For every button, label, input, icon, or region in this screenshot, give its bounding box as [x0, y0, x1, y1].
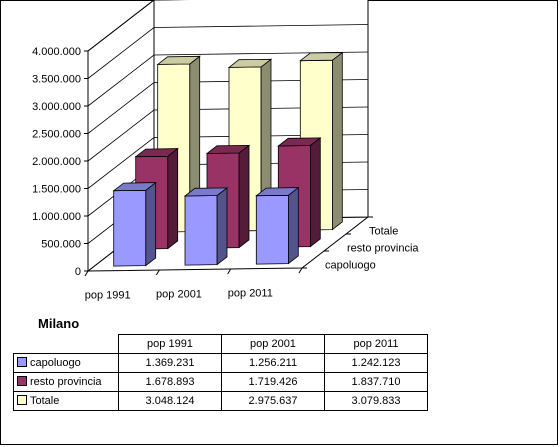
table-cell: 2.975.637	[221, 391, 325, 411]
bar-top	[112, 182, 157, 192]
legend-key	[17, 376, 27, 386]
y-tick-label: 2.000.000	[32, 156, 81, 168]
x-tick-label: pop 2011	[228, 288, 273, 300]
table-row: capoluogo 1.369.231 1.256.211 1.242.123	[13, 353, 428, 373]
x-tick	[227, 268, 232, 275]
bar-capoluogo-1	[183, 187, 229, 266]
x-tick	[84, 270, 89, 277]
table-cell: 3.048.124	[118, 391, 222, 411]
legend-key	[17, 357, 27, 367]
bar-top	[156, 55, 201, 65]
table-corner	[14, 335, 119, 354]
bar-top	[255, 187, 300, 197]
x-tick-label: pop 2001	[156, 289, 202, 301]
table-cell: 1.678.893	[118, 372, 222, 392]
table-row: Totale 3.048.124 2.975.637 3.079.833	[13, 391, 428, 411]
bar-top	[134, 148, 179, 158]
table-cell: 1.256.211	[221, 353, 325, 373]
x-tick-label: pop 1991	[85, 290, 131, 302]
legend-cell: resto provincia	[13, 372, 119, 392]
bar-side	[167, 147, 179, 250]
bar-side	[287, 186, 299, 265]
bar-side	[309, 137, 321, 248]
bar-top	[183, 187, 229, 197]
column-header: pop 1991	[118, 334, 222, 354]
bar-side	[238, 144, 250, 249]
column-header: pop 2011	[324, 334, 428, 354]
y-tick-label: 1.000.000	[32, 211, 81, 223]
x-tick	[155, 269, 160, 276]
gridline	[87, 0, 183, 52]
table-header-row: pop 1991 pop 2001 pop 2011	[14, 334, 428, 354]
depth-axis: capoluogo resto provincia Totale	[302, 216, 419, 272]
bar-side	[331, 51, 343, 231]
bar-front	[113, 189, 147, 267]
column-header: pop 2001	[221, 334, 325, 354]
depth-tick-label: resto provincia	[347, 243, 419, 255]
table-cell: 1.242.123	[324, 353, 428, 373]
table-cell: 1.369.231	[118, 353, 222, 373]
chart-title: Milano	[38, 316, 80, 331]
y-tick-label: 0	[75, 266, 81, 278]
gridline	[87, 134, 369, 189]
gridline	[87, 24, 369, 79]
chart-plot: 0 500.000 1.000.000 1.500.000 2.000.000 2.500…	[32, 0, 419, 302]
table-row: resto provincia 1.678.893 1.719.426 1.837.7…	[13, 372, 428, 392]
bar-front	[255, 194, 289, 265]
y-tick-label: 4.000.000	[32, 46, 81, 58]
bar-capoluogo-0	[112, 181, 157, 267]
gridline	[87, 106, 369, 162]
table-cell: 3.079.833	[324, 391, 428, 411]
bar-top	[277, 137, 322, 147]
bar-top	[227, 58, 273, 68]
table-cell: 1.837.710	[324, 372, 428, 392]
y-tick-label: 2.500.000	[32, 129, 81, 141]
bar-capoluogo-2	[255, 186, 300, 265]
depth-tick-label: Totale	[369, 226, 398, 238]
bar-top	[299, 52, 344, 62]
bar-top	[205, 144, 251, 154]
row-label: Totale	[30, 395, 60, 407]
gridline	[87, 51, 369, 107]
data-table: pop 1991 pop 2001 pop 2011 capoluogo 1.369.2…	[13, 334, 428, 411]
table-cell: 1.719.426	[221, 372, 325, 392]
x-tick	[298, 267, 303, 274]
row-label: capoluogo	[30, 357, 81, 369]
depth-tick-label: capoluogo	[325, 260, 376, 272]
chart-bars	[112, 51, 344, 267]
y-tick-label: 500.000	[41, 239, 81, 251]
bar-side	[145, 181, 157, 267]
legend-key	[17, 395, 27, 405]
legend-cell: capoluogo	[13, 353, 119, 373]
bar-front	[184, 195, 218, 266]
legend-cell: Totale	[13, 391, 119, 411]
y-axis: 0 500.000 1.000.000 1.500.000 2.000.000 2.500…	[32, 46, 88, 278]
x-axis: pop 1991 pop 2001 pop 2011	[84, 267, 303, 302]
bar-side	[216, 187, 228, 266]
y-tick-label: 3.000.000	[32, 101, 81, 113]
gridline	[87, 79, 369, 134]
y-tick-label: 1.500.000	[32, 184, 81, 196]
row-label: resto provincia	[30, 376, 102, 388]
y-tick-label: 3.500.000	[32, 74, 81, 86]
